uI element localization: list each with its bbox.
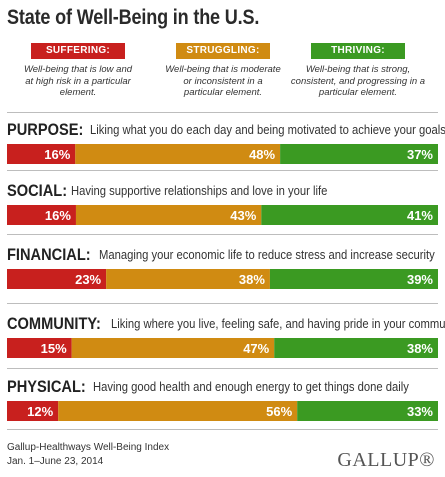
legend-thriving-label: THRIVING: bbox=[311, 43, 405, 59]
divider bbox=[7, 303, 438, 304]
legend-suffering: SUFFERING: Well-being that is low and at… bbox=[23, 43, 133, 99]
bar-segment-suffering bbox=[7, 401, 59, 421]
bar-segment-struggling bbox=[58, 401, 298, 421]
category-description: Liking what you do each day and being mo… bbox=[90, 123, 445, 137]
data-label-struggling: 47% bbox=[243, 341, 269, 356]
bar-segment-struggling bbox=[75, 205, 262, 225]
bar-segment-struggling bbox=[106, 269, 270, 289]
data-label-struggling: 38% bbox=[239, 272, 265, 287]
data-label-suffering: 23% bbox=[75, 272, 101, 287]
category-description: Having good health and enough energy to … bbox=[93, 380, 409, 394]
legend-thriving: THRIVING: Well-being that is strong, con… bbox=[282, 43, 434, 99]
source-text: Gallup-Healthways Well-Being Index bbox=[7, 442, 170, 453]
legend-struggling: STRUGGLING: Well-being that is moderate … bbox=[163, 43, 283, 99]
data-label-suffering: 12% bbox=[27, 404, 53, 419]
data-label-thriving: 39% bbox=[407, 272, 433, 287]
section-purpose: PURPOSE: Liking what you do each day and… bbox=[7, 120, 445, 164]
legend-struggling-description: Well-being that is moderate or inconsist… bbox=[165, 64, 281, 98]
divider bbox=[7, 170, 438, 171]
chart-title: State of Well-Being in the U.S. bbox=[7, 6, 260, 29]
category-label: PURPOSE: bbox=[7, 120, 84, 139]
bar-physical: 12% 56% 33% bbox=[7, 401, 438, 421]
category-label: PHYSICAL: bbox=[7, 377, 86, 396]
data-label-thriving: 38% bbox=[407, 341, 433, 356]
bar-segment-thriving bbox=[274, 338, 438, 358]
section-physical: PHYSICAL: Having good health and enough … bbox=[7, 377, 438, 421]
data-label-suffering: 16% bbox=[44, 147, 70, 162]
section-financial: FINANCIAL: Managing your economic life t… bbox=[7, 245, 438, 289]
gallup-logo: GALLUP® bbox=[337, 449, 435, 471]
data-label-struggling: 56% bbox=[266, 404, 292, 419]
bar-segment-struggling bbox=[75, 144, 281, 164]
category-label: COMMUNITY: bbox=[7, 314, 101, 333]
bar-segment-suffering bbox=[7, 338, 72, 358]
data-label-struggling: 43% bbox=[230, 208, 256, 223]
data-label-thriving: 41% bbox=[407, 208, 433, 223]
category-description: Having supportive relationships and love… bbox=[71, 184, 328, 198]
section-community: COMMUNITY: Liking where you live, feelin… bbox=[7, 314, 445, 358]
category-description: Managing your economic life to reduce st… bbox=[98, 248, 435, 262]
bar-segment-suffering bbox=[7, 205, 76, 225]
data-label-suffering: 15% bbox=[41, 341, 67, 356]
bar-segment-suffering bbox=[7, 269, 107, 289]
category-description: Liking where you live, feeling safe, and… bbox=[110, 317, 445, 331]
divider bbox=[7, 368, 438, 369]
data-label-thriving: 37% bbox=[407, 147, 433, 162]
bar-segment-thriving bbox=[269, 269, 438, 289]
data-label-struggling: 48% bbox=[249, 147, 275, 162]
bar-segment-struggling bbox=[71, 338, 275, 358]
footer-source: Gallup-Healthways Well-Being Index Jan. … bbox=[7, 441, 169, 469]
legend-suffering-label: SUFFERING: bbox=[31, 43, 125, 59]
divider bbox=[7, 429, 438, 430]
data-label-suffering: 16% bbox=[45, 208, 71, 223]
category-label: SOCIAL: bbox=[7, 181, 68, 200]
bar-segment-thriving bbox=[297, 401, 438, 421]
date-range: Jan. 1–June 23, 2014 bbox=[7, 456, 104, 467]
category-label: FINANCIAL: bbox=[7, 245, 91, 264]
bar-segment-thriving bbox=[261, 205, 438, 225]
section-social: SOCIAL: Having supportive relationships … bbox=[7, 181, 438, 225]
bar-financial: 23% 38% 39% bbox=[7, 269, 438, 289]
bar-segment-suffering bbox=[7, 144, 76, 164]
legend-struggling-label: STRUGGLING: bbox=[176, 43, 270, 59]
divider bbox=[7, 234, 438, 235]
bar-segment-thriving bbox=[280, 144, 438, 164]
top-divider bbox=[7, 112, 438, 113]
bar-community: 15% 47% 38% bbox=[7, 338, 438, 358]
legend-thriving-description: Well-being that is strong, consistent, a… bbox=[290, 64, 426, 98]
bar-social: 16% 43% 41% bbox=[7, 205, 438, 225]
legend-suffering-description: Well-being that is low and at high risk … bbox=[23, 64, 133, 98]
data-label-thriving: 33% bbox=[407, 404, 433, 419]
bar-purpose: 16% 48% 37% bbox=[7, 144, 438, 164]
